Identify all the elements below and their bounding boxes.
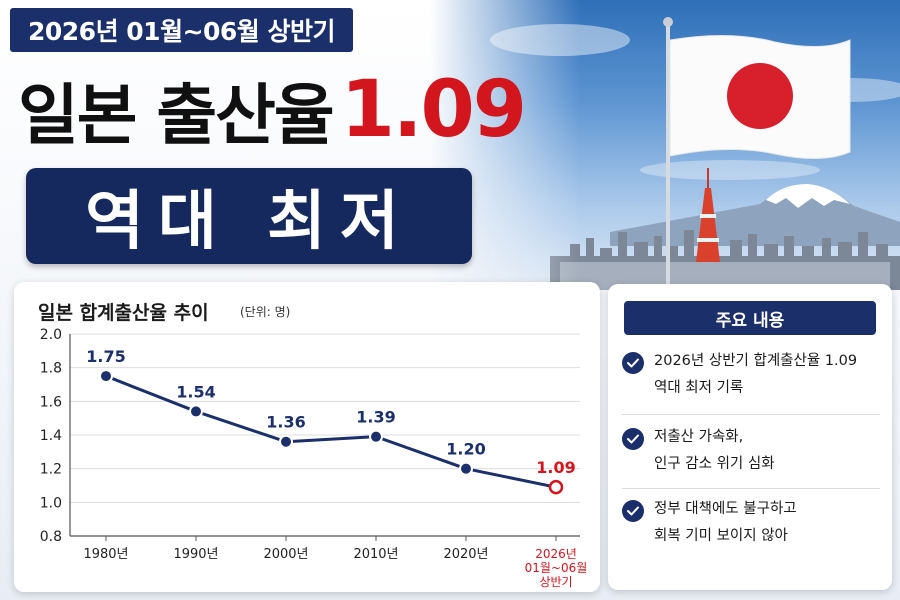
x-tick-label: 2010년 — [353, 547, 398, 562]
data-label: 1.36 — [266, 413, 305, 432]
key-point-line: 역대 최저 기록 — [654, 380, 744, 396]
key-point-line: 정부 대책에도 불구하고 — [654, 501, 797, 517]
mount-fuji-icon — [610, 184, 900, 246]
headline-text: 일본 출산율 — [18, 77, 335, 154]
check-circle-icon — [622, 428, 644, 450]
y-tick-label: 1.6 — [40, 394, 62, 410]
key-point-item: 저출산 가속화, 인구 감소 위기 심화 — [622, 424, 884, 478]
divider — [622, 414, 880, 415]
data-label: 1.39 — [356, 408, 395, 427]
data-point — [369, 429, 383, 444]
key-points-card: 주요 내용 2026년 상반기 합계출산율 1.09 역대 최저 기록 저출산 … — [608, 284, 892, 590]
key-point-line: 회복 기미 보이지 않아 — [654, 528, 788, 544]
data-point — [459, 461, 473, 476]
y-tick-label: 1.8 — [40, 361, 62, 377]
x-tick-label: 2026년 01월~06월 상반기 — [525, 547, 588, 589]
series-line — [105, 374, 557, 489]
key-point-item: 정부 대책에도 불구하고 회복 기미 보이지 않아 — [622, 496, 884, 550]
data-point — [279, 434, 293, 449]
key-point-line: 저출산 가속화, — [654, 429, 744, 445]
period-tag: 2026년 01월~06월 상반기 — [10, 8, 354, 52]
key-points-title: 주요 내용 — [624, 301, 876, 335]
headline-value: 1.09 — [340, 65, 527, 155]
key-point-item: 2026년 상반기 합계출산율 1.09 역대 최저 기록 — [622, 348, 884, 402]
chart-card: 일본 합계출산율 추이 (단위: 명) 2.0 1.8 1.6 1.4 1.2 1.0 0.… — [14, 282, 600, 592]
check-circle-icon — [622, 352, 644, 374]
x-tick-label: 1980년 — [83, 547, 128, 562]
data-label: 1.54 — [176, 382, 215, 401]
headline: 일본 출산율 1.09 — [18, 56, 527, 164]
key-point-line: 인구 감소 위기 심화 — [654, 456, 775, 472]
tokyo-tower-icon — [696, 168, 720, 262]
y-tick-label: 1.0 — [40, 495, 62, 511]
y-tick-label: 0.8 — [40, 529, 62, 545]
key-point-line: 2026년 상반기 합계출산율 1.09 — [654, 353, 858, 369]
data-label: 1.09 — [536, 458, 575, 477]
data-label: 1.75 — [86, 347, 125, 366]
chart-unit: (단위: 명) — [240, 305, 291, 319]
data-point — [99, 369, 113, 384]
x-tick-label: 1990년 — [173, 547, 218, 562]
x-tick-label: 2020년 — [443, 547, 488, 562]
data-point — [548, 479, 564, 495]
subheadline: 역대 최저 — [26, 168, 472, 264]
data-point — [189, 404, 203, 419]
divider — [622, 488, 880, 489]
y-tick-label: 2.0 — [40, 327, 62, 343]
check-circle-icon — [622, 500, 644, 522]
x-tick-label: 2000년 — [263, 547, 308, 562]
chart-title: 일본 합계출산율 추이 — [38, 302, 209, 324]
y-tick-label: 1.4 — [40, 428, 62, 444]
data-label: 1.20 — [446, 440, 485, 459]
line-chart: 2.0 1.8 1.6 1.4 1.2 1.0 0.8 1980년 1990년 2000년 2010… — [40, 327, 588, 589]
y-tick-label: 1.2 — [40, 462, 62, 478]
japan-flag-icon — [663, 17, 851, 290]
